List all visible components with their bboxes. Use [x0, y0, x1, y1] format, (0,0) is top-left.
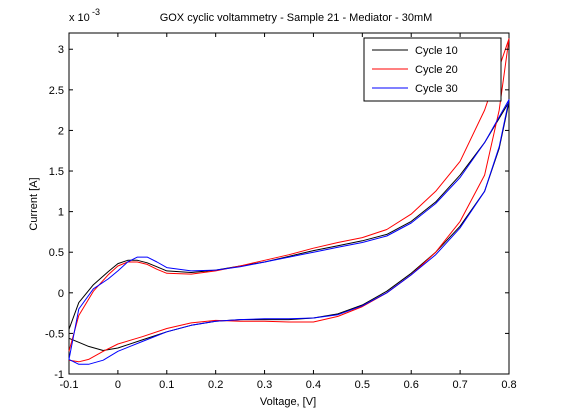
x-tick-label: 0.2 — [208, 379, 223, 391]
x-tick-label: 0.6 — [404, 379, 419, 391]
legend-label-3: Cycle 30 — [415, 83, 458, 95]
y-exponent-base: x 10 — [69, 12, 90, 24]
legend-label-2: Cycle 20 — [415, 64, 458, 76]
y-exponent-power: -3 — [92, 7, 100, 17]
y-tick-label: 0 — [58, 288, 64, 300]
series-line-3 — [68, 99, 510, 365]
series-line-2 — [68, 38, 510, 363]
x-tick-label: 0.7 — [452, 379, 467, 391]
x-tick-label: 0.1 — [159, 379, 174, 391]
x-tick-label: 0.3 — [257, 379, 272, 391]
y-tick-label: -1 — [54, 369, 64, 381]
x-tick-label: 0.4 — [306, 379, 321, 391]
y-tick-label: 1 — [58, 207, 64, 219]
legend: Cycle 10 Cycle 20 Cycle 30 — [363, 37, 502, 102]
y-tick-label: 3 — [58, 44, 64, 56]
y-tick-label: 0.5 — [49, 247, 64, 259]
series-layer — [68, 38, 510, 365]
y-tick-label: 1.5 — [49, 166, 64, 178]
x-tick-label: 0 — [115, 379, 121, 391]
y-tick-label: 2 — [58, 125, 64, 137]
x-tick-label: -0.1 — [60, 379, 79, 391]
x-axis-label: Voltage, [V] — [260, 396, 316, 408]
x-tick-label: 0.8 — [501, 379, 516, 391]
legend-label-1: Cycle 10 — [415, 45, 458, 57]
x-tick-label: 0.5 — [355, 379, 370, 391]
y-tick-label: 2.5 — [49, 85, 64, 97]
ticks-layer: -0.1 0 0.1 0.2 0.3 0.4 0.5 0.6 0.7 0.8 -1 -0.5 0 0.5 1… — [45, 33, 517, 391]
y-tick-label: -0.5 — [45, 328, 64, 340]
y-axis-label: Current [A] — [28, 177, 40, 230]
chart-title: GOX cyclic voltammetry - Sample 21 - Med… — [160, 12, 433, 24]
